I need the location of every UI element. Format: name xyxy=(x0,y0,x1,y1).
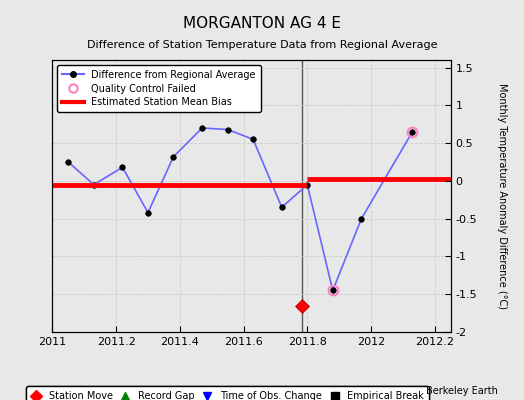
Legend: Station Move, Record Gap, Time of Obs. Change, Empirical Break: Station Move, Record Gap, Time of Obs. C… xyxy=(27,386,429,400)
Text: Berkeley Earth: Berkeley Earth xyxy=(426,386,498,396)
Text: MORGANTON AG 4 E: MORGANTON AG 4 E xyxy=(183,16,341,31)
Text: Difference of Station Temperature Data from Regional Average: Difference of Station Temperature Data f… xyxy=(87,40,437,50)
Y-axis label: Monthly Temperature Anomaly Difference (°C): Monthly Temperature Anomaly Difference (… xyxy=(497,83,507,309)
